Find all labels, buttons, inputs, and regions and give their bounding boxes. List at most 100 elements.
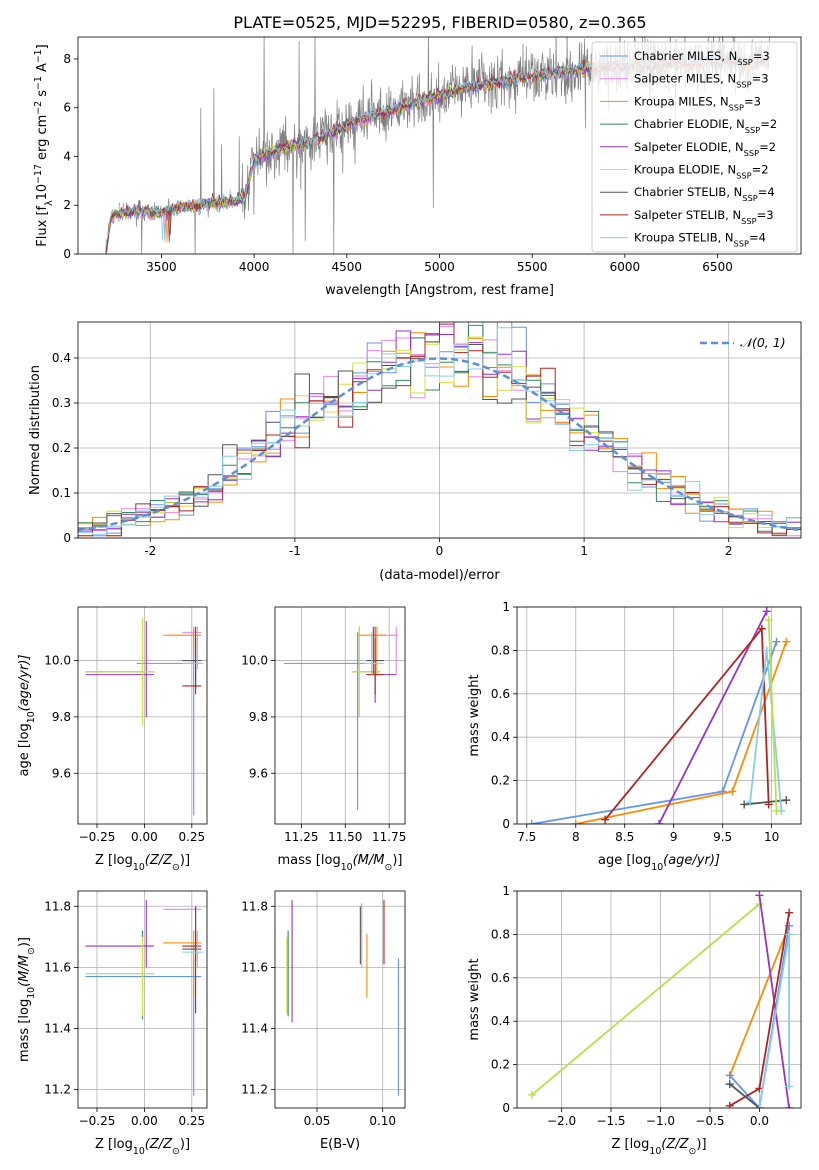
weight-marker — [757, 624, 766, 633]
x-tick-label: 9 — [670, 830, 678, 844]
y-tick-label: 11.4 — [241, 1022, 268, 1036]
legend-label-part: =4 — [758, 185, 775, 199]
legend-frame — [591, 41, 798, 253]
y-tick-label: 9.8 — [52, 710, 71, 724]
axes-frame — [516, 606, 802, 825]
y-axis-label-part: erg cm — [35, 115, 50, 164]
weight-marker — [764, 616, 773, 625]
grid — [517, 890, 801, 1109]
y-tick-label: 0.6 — [491, 971, 510, 985]
y-tick-label: 11.8 — [241, 899, 268, 913]
legend-label-part: Chabrier MILES, N — [634, 49, 737, 63]
weight-marker — [755, 1104, 764, 1108]
x-tick-label: 0.25 — [178, 830, 205, 844]
x-tick-label: 6000 — [610, 260, 641, 274]
histogram-salpeter-stelib — [78, 323, 801, 537]
legend-label-part: Chabrier ELODIE, N — [634, 117, 745, 131]
y-tick-label: 0.2 — [491, 774, 510, 788]
x-axis-label-part: 10 — [649, 1146, 661, 1157]
x-tick-label: 0.25 — [178, 1114, 205, 1128]
y-axis-label-part: −17 — [33, 164, 44, 184]
x-tick-label: −2.0 — [547, 1114, 576, 1128]
plot-area — [85, 900, 204, 1096]
y-tick-label: 1 — [502, 884, 510, 898]
y-tick-label: 0.2 — [52, 441, 71, 455]
spectrum-panel: 3500 4000 4500 5000 5500 6000 6500 0 2 4 6 8 wavelen… — [33, 36, 802, 298]
legend-label: Kroupa STELIB, NSSP=4 — [634, 231, 766, 249]
weight-marker — [782, 637, 791, 646]
y-axis-label-part: Flux [f — [35, 205, 50, 246]
x-axis-label-part: (M/M — [353, 853, 385, 868]
legend: 𝒩(0, 1) — [700, 335, 786, 350]
y-tick-label: 9.6 — [52, 766, 71, 780]
legend-label: Kroupa ELODIE, NSSP=2 — [634, 163, 769, 181]
legend-label-part: Salpeter MILES, N — [634, 72, 736, 86]
x-axis-label: (data-model)/error — [379, 568, 500, 583]
x-axis-label-part: ⊙ — [384, 862, 392, 873]
x-tick-label: 10 — [764, 830, 779, 844]
x-axis-label-part: 10 — [133, 862, 145, 873]
x-tick-label: −1.0 — [646, 1114, 675, 1128]
weight-marker — [728, 787, 737, 796]
weight-marker — [785, 1104, 794, 1108]
legend-label-part: =3 — [744, 94, 761, 108]
y-tick-label: 0 — [63, 531, 71, 545]
y-tick-label: 9.8 — [249, 710, 268, 724]
x-axis-label-part: ⊙ — [172, 862, 180, 873]
legend-label-part: =3 — [753, 49, 770, 63]
histogram-kroupa-elodie — [78, 336, 801, 529]
legend-label-part: SSP — [744, 148, 759, 158]
plot-area — [85, 618, 204, 816]
x-axis-label-part: 10 — [651, 862, 663, 873]
x-tick-label: −0.5 — [695, 1114, 724, 1128]
y-tick-label: 0.3 — [52, 396, 71, 410]
legend-label-part: Salpeter ELODIE, N — [634, 140, 744, 154]
plot-area — [283, 626, 398, 810]
y-tick-label: 11.6 — [241, 960, 268, 974]
weight-line — [767, 619, 778, 812]
legend-label-part: Kroupa STELIB, N — [634, 231, 734, 245]
axes-frame — [77, 890, 208, 1109]
legend-label: Chabrier MILES, NSSP=3 — [634, 49, 770, 67]
normal-distribution-curve — [78, 357, 801, 532]
age-vs-metallicity-panel: −0.25 0.00 0.259.69.810.0Z [log10(Z/Z⊙)]ag… — [17, 606, 208, 873]
weight-marker — [725, 1080, 734, 1089]
x-tick-label: 11.75 — [372, 830, 406, 844]
legend-label-part: =2 — [760, 117, 777, 131]
x-tick-label: 2 — [725, 544, 733, 558]
x-tick-label: 11.25 — [284, 830, 318, 844]
y-tick-label: 0.2 — [491, 1058, 510, 1072]
y-axis-label: mass [log10(M/M⊙)] — [17, 937, 37, 1062]
legend-label-part: SSP — [729, 102, 744, 112]
weight-marker — [746, 798, 755, 807]
y-tick-label: 11.8 — [44, 899, 71, 913]
x-axis-label-part: 10 — [133, 1146, 145, 1157]
plot-area — [527, 607, 791, 824]
x-axis-label-part: ⊙ — [172, 1146, 180, 1157]
weight-marker — [755, 891, 764, 900]
x-tick-label: 9.5 — [713, 830, 732, 844]
y-axis-label-part: (M/M — [17, 955, 32, 987]
x-tick-label: 0.05 — [304, 1114, 331, 1128]
y-axis-label-part: A — [35, 63, 50, 76]
y-tick-label: 0.8 — [491, 643, 510, 657]
weight-line — [744, 799, 787, 806]
y-axis-label: mass weight — [467, 958, 482, 1040]
y-axis-label-part: mass [log — [17, 999, 32, 1062]
weight-marker — [785, 908, 794, 917]
x-axis-label: age [log10(age/yr)] — [598, 853, 720, 873]
y-axis-label-part: 10 — [26, 987, 37, 999]
x-axis-label: Z [log10(Z/Z⊙)] — [95, 1137, 190, 1157]
x-axis-label-part: )] — [696, 1137, 706, 1152]
x-tick-label: −0.25 — [79, 1114, 116, 1128]
y-tick-label: 0.6 — [491, 687, 510, 701]
axes-frame — [516, 890, 802, 1109]
y-axis-label-part: 10 — [35, 184, 50, 201]
x-axis-label-part: E(B-V) — [320, 1137, 360, 1152]
y-tick-label: 0.4 — [491, 1014, 510, 1028]
y-tick-label: 11.2 — [44, 1083, 71, 1097]
weight-marker — [725, 1101, 734, 1108]
weight-marker — [571, 820, 580, 824]
x-tick-label: −1.5 — [596, 1114, 625, 1128]
y-tick-label: 0 — [502, 817, 510, 831]
